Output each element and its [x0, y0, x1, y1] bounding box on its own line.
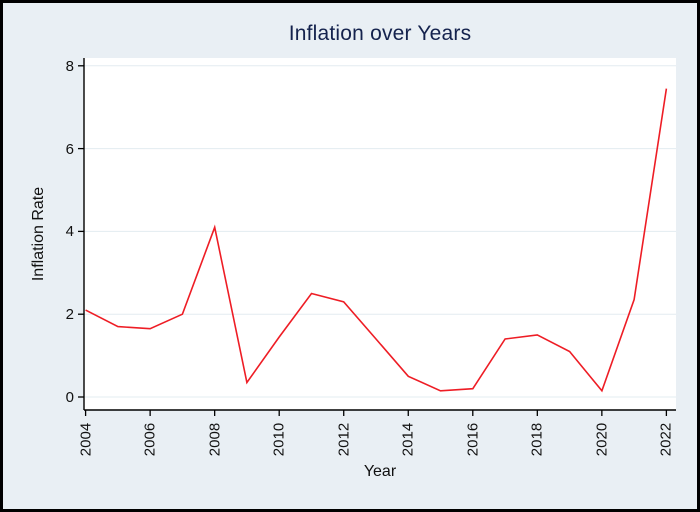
- plot-background: [84, 58, 676, 410]
- x-tick-label-2004: 2004: [77, 422, 95, 457]
- x-tick-label-2006: 2006: [141, 422, 159, 457]
- x-axis-title: Year: [363, 463, 397, 480]
- x-tick-label-2008: 2008: [206, 422, 224, 457]
- x-tick-label-2014: 2014: [399, 422, 417, 457]
- x-tick-label-2020: 2020: [593, 422, 611, 457]
- y-tick-label-6: 6: [65, 140, 74, 158]
- inflation-line: [85, 88, 668, 393]
- x-tick-label-2016: 2016: [464, 422, 482, 457]
- x-tick-label-2018: 2018: [528, 422, 546, 457]
- chart-title: Inflation over Years: [288, 22, 472, 45]
- y-tick-label-2: 2: [65, 306, 74, 324]
- plot-area: [78, 58, 676, 416]
- x-tick-label-2022: 2022: [657, 422, 675, 457]
- x-tick-label-2010: 2010: [270, 422, 288, 457]
- y-tick-label-0: 0: [65, 389, 74, 406]
- y-tick-label-4: 4: [65, 223, 74, 241]
- x-tick-label-2012: 2012: [335, 422, 353, 457]
- y-tick-label-8: 8: [65, 57, 74, 75]
